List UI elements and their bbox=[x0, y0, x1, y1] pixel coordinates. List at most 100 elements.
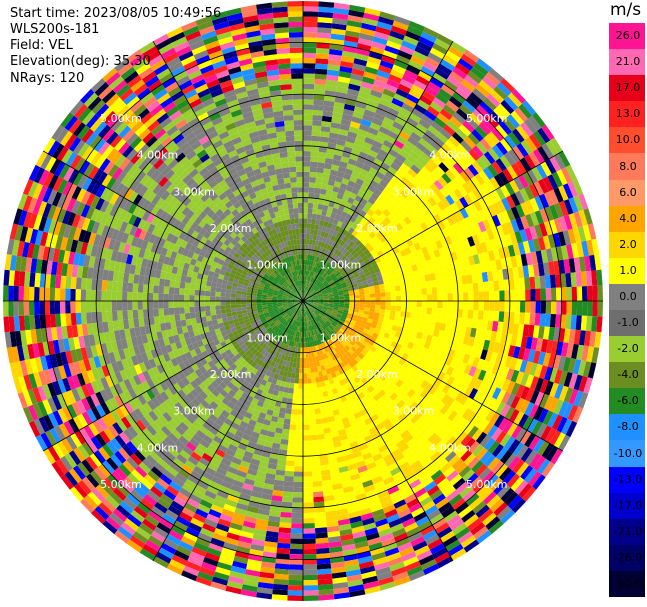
radar-gate bbox=[359, 343, 366, 350]
radar-gate bbox=[459, 104, 473, 117]
radar-gate bbox=[522, 171, 534, 186]
radar-gate bbox=[304, 259, 308, 265]
radar-gate bbox=[364, 220, 373, 228]
radar-gate bbox=[387, 364, 396, 373]
radar-gate bbox=[447, 293, 453, 301]
radar-gate bbox=[357, 258, 364, 265]
radar-gate bbox=[473, 291, 479, 301]
radar-gate bbox=[314, 240, 320, 246]
radar-gate bbox=[277, 542, 291, 549]
radar-gate bbox=[501, 223, 510, 236]
radar-gate bbox=[316, 167, 324, 174]
radar-gate bbox=[307, 275, 310, 281]
radar-gate bbox=[333, 302, 340, 305]
radar-gate bbox=[321, 247, 327, 254]
radar-gate bbox=[295, 445, 303, 451]
radar-gate bbox=[545, 339, 554, 354]
radar-gate bbox=[406, 25, 423, 37]
radar-gate bbox=[496, 377, 506, 390]
radar-gate bbox=[487, 216, 497, 229]
radar-gate bbox=[308, 187, 315, 193]
radar-gate bbox=[576, 286, 583, 301]
radar-gate bbox=[539, 379, 549, 394]
radar-gate bbox=[349, 322, 355, 327]
radar-gate bbox=[349, 301, 355, 304]
radar-gate bbox=[505, 368, 515, 381]
radar-gate bbox=[303, 26, 318, 33]
radar-gate bbox=[431, 169, 442, 180]
radar-gate bbox=[507, 322, 514, 335]
radar-gate bbox=[384, 287, 391, 293]
radar-gate bbox=[407, 380, 416, 389]
radar-gate bbox=[358, 309, 365, 314]
radar-gate bbox=[328, 201, 335, 208]
radar-gate bbox=[455, 342, 463, 353]
radar-gate bbox=[468, 214, 478, 226]
radar-gate bbox=[390, 291, 396, 297]
radar-gate bbox=[528, 183, 540, 198]
radar-gate bbox=[455, 416, 467, 428]
radar-gate bbox=[397, 321, 405, 328]
radar-gate bbox=[312, 295, 318, 298]
radar-gate bbox=[551, 171, 563, 188]
radar-gate bbox=[413, 351, 422, 360]
radar-gate bbox=[317, 438, 326, 445]
radar-gate bbox=[399, 189, 410, 199]
radar-gate bbox=[282, 423, 290, 430]
radar-gate bbox=[425, 244, 434, 253]
radar-gate bbox=[527, 418, 538, 433]
radar-gate bbox=[312, 115, 323, 121]
radar-gate bbox=[478, 419, 490, 432]
radar-gate bbox=[382, 188, 391, 197]
radar-gate bbox=[556, 169, 568, 186]
radar-gate bbox=[362, 317, 368, 322]
radar-gate bbox=[377, 317, 384, 323]
radar-gate bbox=[401, 301, 407, 307]
radar-gate bbox=[349, 256, 356, 262]
radar-gate bbox=[411, 209, 421, 219]
radar-gate bbox=[492, 387, 502, 400]
radar-gate bbox=[317, 27, 332, 34]
radar-gate bbox=[320, 286, 326, 291]
radar-gate bbox=[432, 369, 442, 379]
radar-gate bbox=[514, 301, 521, 313]
radar-gate bbox=[488, 67, 504, 82]
radar-gate bbox=[394, 280, 401, 287]
radar-gate bbox=[552, 354, 561, 370]
radar-gate bbox=[528, 404, 540, 419]
radar-gate bbox=[497, 269, 504, 281]
radar-gate bbox=[317, 433, 325, 440]
radar-gate bbox=[307, 202, 314, 209]
radar-gate bbox=[401, 40, 417, 51]
radar-gate bbox=[295, 440, 303, 446]
radar-gate bbox=[449, 268, 457, 278]
radar-gate bbox=[303, 399, 309, 405]
radar-gate bbox=[325, 268, 331, 275]
radar-gate bbox=[406, 238, 414, 247]
radar-gate bbox=[307, 213, 313, 219]
radar-gate bbox=[336, 209, 343, 216]
radar-gate bbox=[346, 315, 353, 320]
radar-gate bbox=[520, 447, 533, 463]
radar-gate bbox=[349, 295, 355, 299]
radar-gate bbox=[516, 444, 529, 460]
radar-gate bbox=[473, 378, 483, 391]
radar-gate bbox=[321, 308, 328, 312]
radar-gate bbox=[519, 312, 526, 325]
radar-gate bbox=[520, 215, 530, 230]
radar-gate bbox=[362, 141, 373, 150]
radar-gate bbox=[366, 132, 377, 141]
radar-gate bbox=[314, 68, 328, 75]
radar-gate bbox=[340, 60, 354, 69]
radar-gate bbox=[336, 312, 343, 316]
radar-gate bbox=[435, 92, 449, 105]
radar-gate bbox=[378, 16, 395, 26]
radar-gate bbox=[496, 103, 511, 118]
radar-gate bbox=[306, 259, 310, 266]
radar-gate bbox=[345, 259, 352, 266]
radar-gate bbox=[362, 280, 368, 285]
radar-gate bbox=[336, 220, 343, 228]
radar-gate bbox=[383, 263, 390, 270]
radar-gate bbox=[354, 301, 360, 304]
radar-gate bbox=[461, 79, 476, 92]
